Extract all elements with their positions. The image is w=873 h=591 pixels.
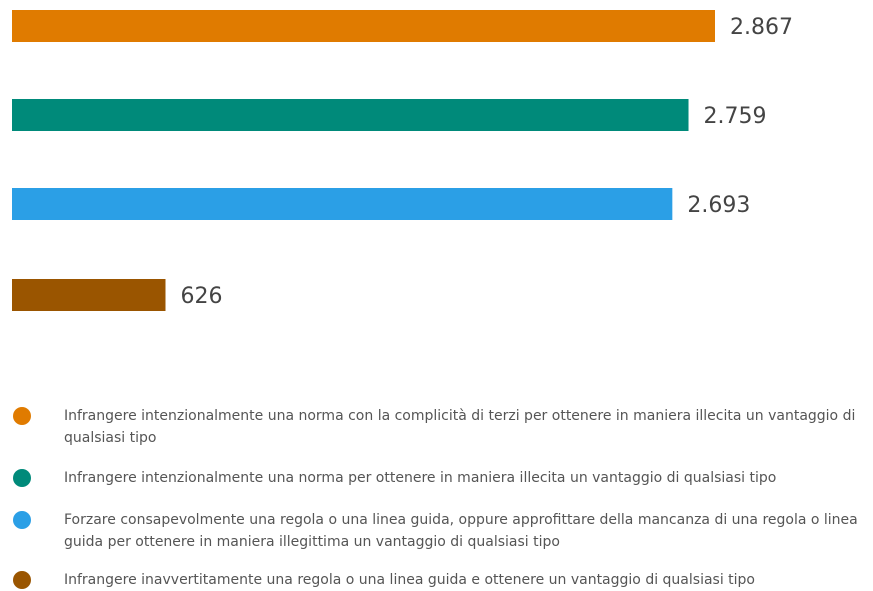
value-label: 2.759 xyxy=(704,104,767,129)
legend-marker xyxy=(13,407,31,425)
bar xyxy=(12,188,673,220)
legend-label: Infrangere intenzionalmente una norma pe… xyxy=(64,470,777,486)
bar xyxy=(12,99,689,131)
value-label: 2.867 xyxy=(730,15,793,40)
bar xyxy=(12,279,166,311)
value-label: 2.693 xyxy=(687,193,750,218)
chart: 2.867 2.759 2.693 626 xyxy=(12,10,793,311)
legend-marker xyxy=(13,469,31,487)
legend-marker xyxy=(13,571,31,589)
legend-label: Infrangere inavvertitamente una regola o… xyxy=(64,572,755,588)
legend-label: Infrangere intenzionalmente una norma co… xyxy=(64,408,856,446)
value-label: 626 xyxy=(180,284,222,309)
bar xyxy=(12,10,715,42)
legend-marker xyxy=(13,511,31,529)
legend-label: Forzare consapevolmente una regola o una… xyxy=(64,512,858,550)
